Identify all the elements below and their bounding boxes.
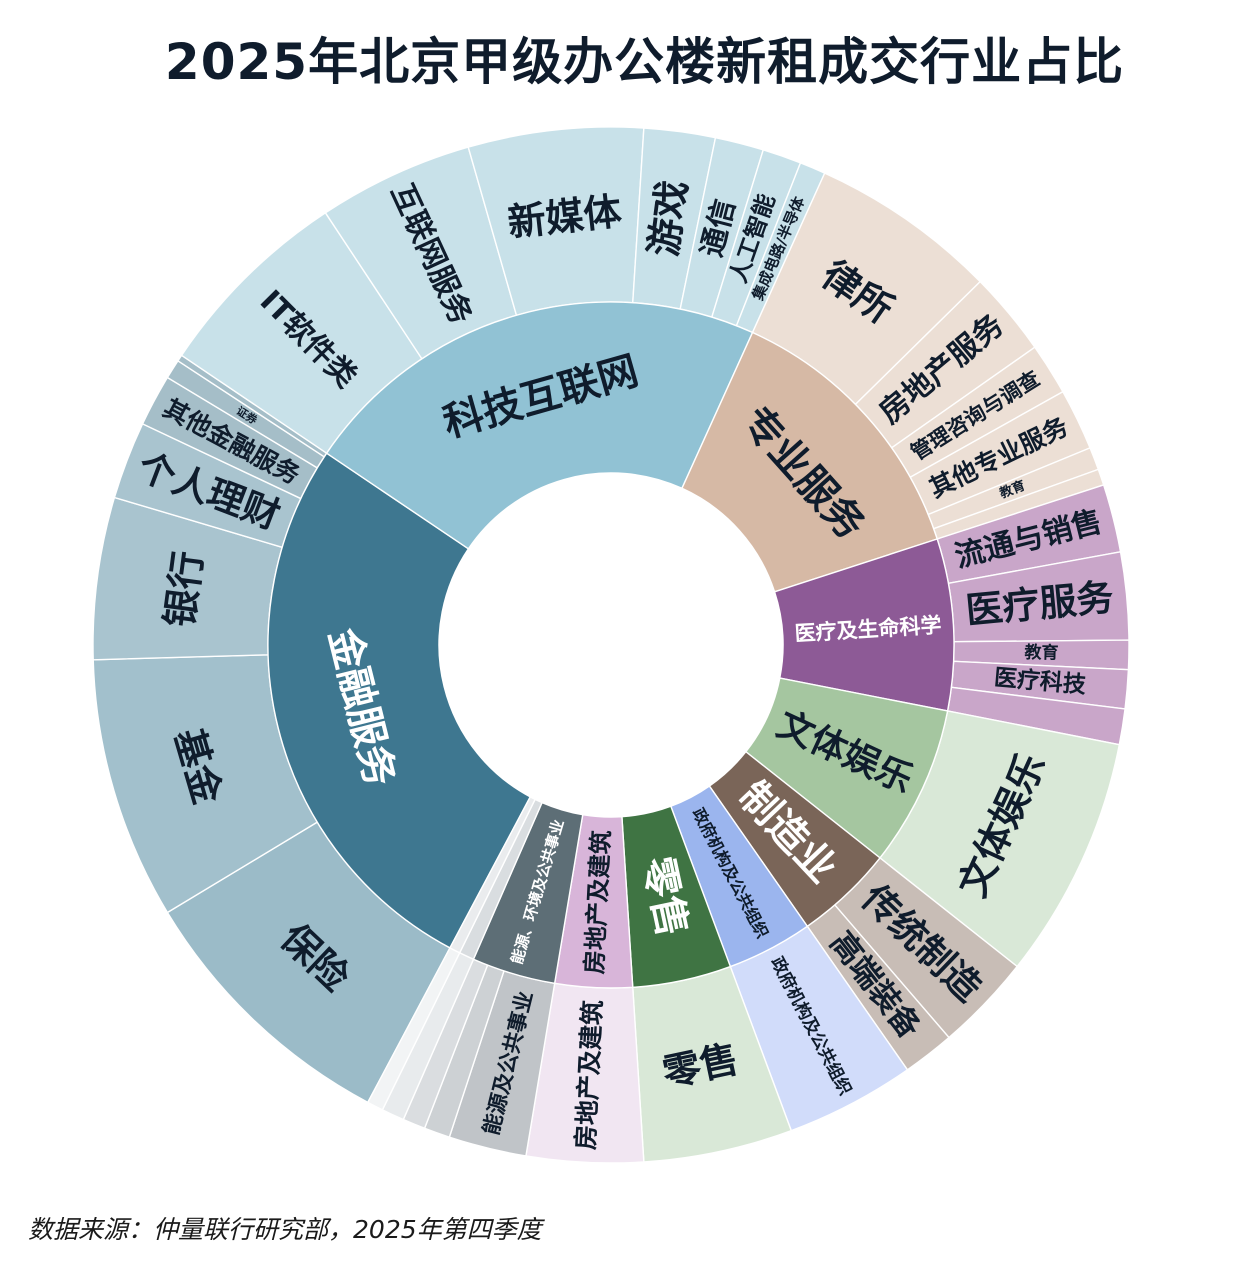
outer-label-2: 银行 — [157, 549, 210, 630]
outer-label-22: 教育 — [1023, 642, 1058, 664]
data-source-note: 数据来源：仲量联行研究部，2025年第四季度 — [28, 1215, 542, 1244]
outer-label-10: 游戏 — [641, 178, 695, 259]
donut-hole — [439, 473, 783, 817]
chart-title: 2025年北京甲级办公楼新租成交行业占比 — [164, 33, 1125, 91]
